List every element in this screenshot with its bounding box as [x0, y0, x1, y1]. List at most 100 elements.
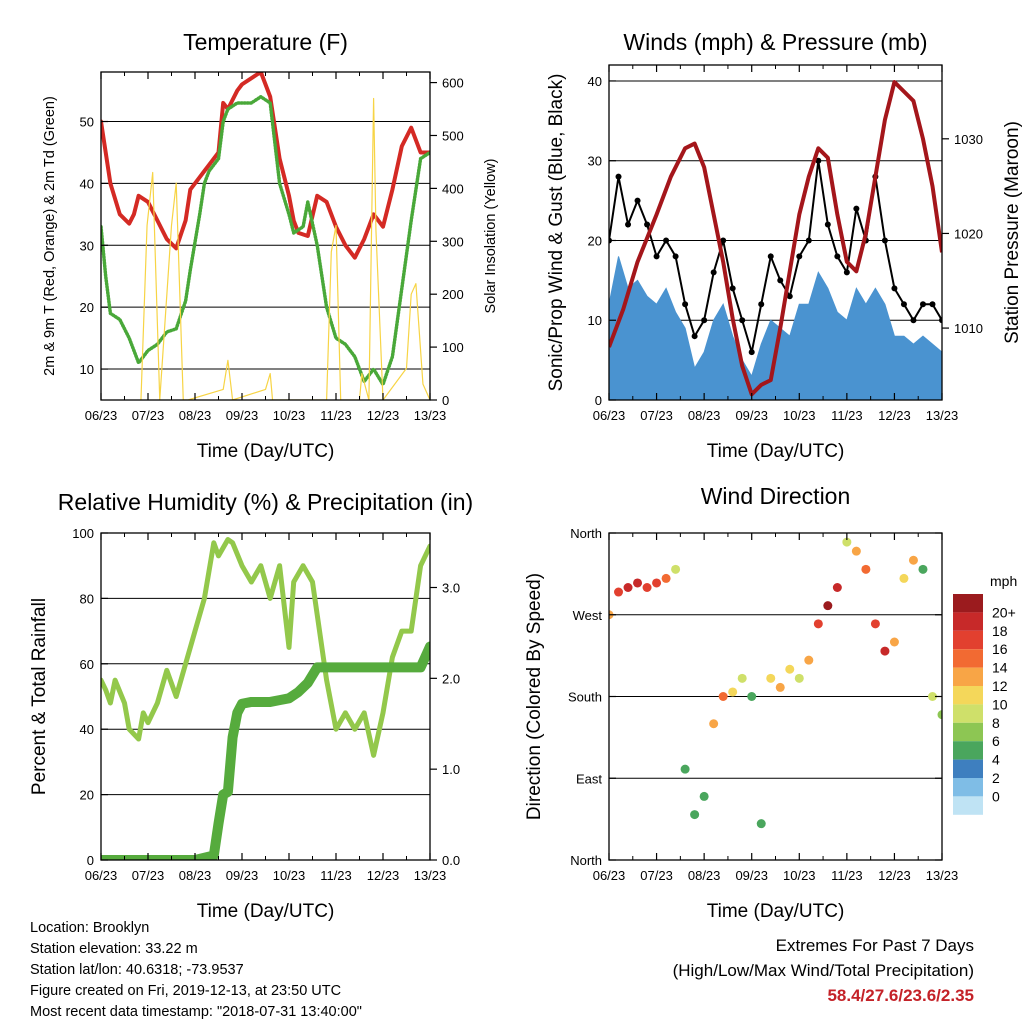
legend-label: 4 [992, 752, 1000, 768]
x-axis-label: Time (Day/UTC) [707, 441, 845, 462]
x-axis-label: Time (Day/UTC) [197, 901, 335, 922]
x-tick-label: 07/23 [640, 408, 673, 423]
legend-swatch [953, 630, 983, 650]
direction-point [918, 564, 928, 574]
x-tick-label: 10/23 [273, 408, 306, 423]
y-tick-label: 20 [80, 300, 94, 315]
x-axis-label: Time (Day/UTC) [197, 441, 335, 462]
direction-point [737, 673, 747, 683]
legend-label: 18 [992, 623, 1008, 639]
x-tick-label: 13/23 [926, 408, 959, 423]
y2-tick-label: 0.0 [442, 853, 460, 868]
legend-label: 0 [992, 788, 1000, 804]
direction-point [766, 673, 776, 683]
x-tick-label: 07/23 [132, 408, 165, 423]
x-tick-label: 11/23 [320, 868, 352, 883]
y2-tick-label: 200 [442, 287, 464, 302]
y-axis-label: Sonic/Prop Wind & Gust (Blue, Black) [546, 74, 567, 392]
legend-title: mph [990, 573, 1017, 589]
legend-swatch [953, 667, 983, 686]
x-tick-label: 09/23 [226, 868, 259, 883]
x-tick-label: 08/23 [688, 408, 721, 423]
direction-point [861, 564, 871, 574]
legend-swatch [953, 759, 983, 778]
plot-area [609, 80, 942, 400]
direction-point [709, 719, 719, 729]
x-tick-label: 12/23 [367, 408, 400, 423]
direction-point [785, 664, 795, 674]
y2-tick-label: 300 [442, 234, 464, 249]
x-axis-label: Time (Day/UTC) [707, 901, 845, 922]
x-tick-label: 12/23 [878, 868, 911, 883]
x-tick-label: 09/23 [226, 408, 259, 423]
y-tick-label: 10 [80, 362, 94, 377]
series-pressure [609, 80, 942, 397]
x-tick-label: 10/23 [783, 868, 816, 883]
panel-temperature: Temperature (F) 06/23 07/23 08/23 09/23 10/23… [42, 29, 499, 462]
legend-label: 2 [992, 770, 1000, 786]
direction-point [680, 764, 690, 774]
x-tick-label: 10/23 [783, 408, 816, 423]
direction-point [927, 692, 937, 701]
extremes-title: Extremes For Past 7 Days [775, 936, 974, 955]
direction-point [690, 810, 700, 820]
y-tick-label: 0 [595, 393, 602, 408]
extremes-values: 58.4/27.6/23.6/2.35 [827, 986, 974, 1005]
x-tick-label: 06/23 [85, 868, 118, 883]
extremes-subtitle: (High/Low/Max Wind/Total Precipitation) [672, 961, 974, 980]
speed-legend: mph 20+ 18 16 14 12 10 8 6 4 2 0 [953, 573, 1017, 815]
x-tick-label: 06/23 [85, 408, 118, 423]
legend-swatch [953, 796, 983, 815]
y-tick-label: 30 [80, 238, 94, 253]
direction-point [889, 637, 899, 647]
direction-point [728, 687, 738, 697]
x-tick-label: 08/23 [179, 868, 212, 883]
recent-text: Most recent data timestamp: "2018-07-31 … [30, 1004, 362, 1020]
x-tick-label: 12/23 [878, 408, 911, 423]
series-rh [101, 537, 430, 758]
direction-point [718, 692, 728, 701]
direction-point [671, 564, 681, 574]
chart-title: Winds (mph) & Pressure (mb) [623, 29, 927, 55]
direction-point [756, 819, 766, 829]
legend-label: 16 [992, 641, 1008, 657]
station-info: Location: Brooklyn Station elevation: 33… [30, 918, 362, 1023]
y-tick-label: South [568, 690, 602, 705]
direction-point [652, 578, 662, 588]
panel-humidity: Relative Humidity (%) & Precipitation (i… [29, 489, 473, 922]
x-tick-label: 08/23 [688, 868, 721, 883]
x-tick-label: 12/23 [367, 868, 400, 883]
direction-point [908, 555, 918, 565]
x-tick-label: 07/23 [640, 868, 673, 883]
x-tick-label: 11/23 [831, 408, 863, 423]
x-tick-label: 09/23 [735, 868, 768, 883]
plot-area [101, 537, 430, 860]
legend-swatch [953, 649, 983, 668]
x-tick-label: 06/23 [593, 868, 626, 883]
y2-tick-label: 100 [442, 340, 464, 355]
legend-swatch [953, 612, 983, 631]
y-tick-label: 0 [87, 853, 94, 868]
y-tick-label: North [570, 526, 602, 541]
x-tick-label: 10/23 [273, 868, 306, 883]
y2-tick-label: 1.0 [442, 762, 460, 777]
y-tick-label: 50 [80, 115, 94, 130]
direction-point [633, 578, 643, 588]
chart-title: Wind Direction [701, 483, 851, 509]
location-text: Location: Brooklyn [30, 920, 150, 936]
y2-axis-label: Solar Insolation (Yellow) [483, 158, 499, 313]
y-axis-label: Percent & Total Rainfall [29, 598, 50, 795]
legend-label: 14 [992, 660, 1008, 676]
y2-tick-label: 400 [442, 181, 464, 196]
legend-swatch [953, 704, 983, 723]
x-tick-label: 06/23 [593, 408, 626, 423]
direction-point [699, 791, 709, 801]
direction-point [870, 619, 880, 629]
legend-swatch [953, 594, 983, 613]
y-tick-label: 30 [588, 154, 602, 169]
x-tick-label: 13/23 [414, 408, 447, 423]
series-gust [609, 160, 942, 353]
plot-area [101, 72, 430, 400]
direction-point [614, 587, 624, 597]
